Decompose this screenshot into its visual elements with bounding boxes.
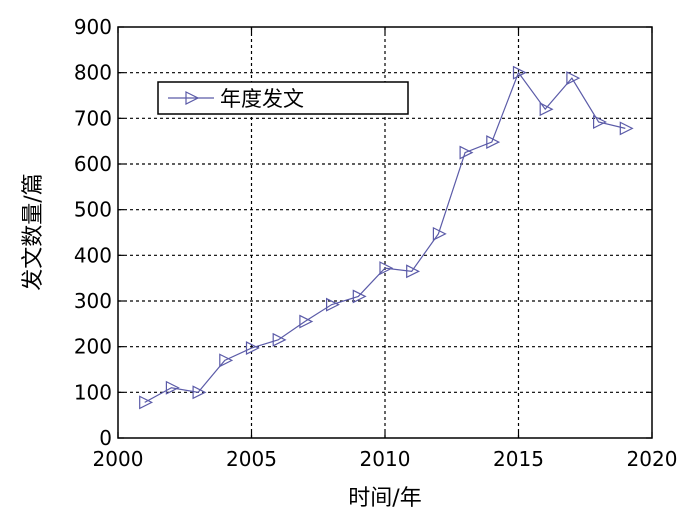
y-tick-label: 400 [74, 243, 112, 267]
data-point-marker [219, 353, 234, 368]
x-tick-label: 2005 [226, 447, 277, 471]
series-layer [139, 65, 634, 410]
data-point-marker [272, 332, 287, 347]
x-tick-labels: 2000 2005 2010 2015 2020 [93, 447, 678, 471]
data-point-marker [486, 135, 501, 150]
data-point-marker [566, 71, 581, 86]
y-axis-title: 发文数量/篇 [21, 173, 46, 290]
y-tick-label: 200 [74, 335, 112, 359]
data-point-marker [512, 65, 527, 80]
data-point-marker [379, 261, 394, 276]
legend: 年度发文 [157, 81, 409, 115]
legend-label: 年度发文 [220, 87, 304, 111]
data-point-marker [245, 341, 260, 356]
y-tick-label: 300 [74, 289, 112, 313]
y-tick-label: 500 [74, 198, 112, 222]
data-point-marker [165, 380, 180, 395]
y-tick-label: 600 [74, 152, 112, 176]
data-point-marker [619, 121, 634, 136]
data-point-marker [352, 289, 367, 304]
data-point-marker [139, 395, 154, 410]
x-tick-label: 2015 [493, 447, 544, 471]
y-tick-label: 800 [74, 61, 112, 85]
x-axis-title: 时间/年 [348, 486, 421, 511]
data-point-marker [299, 314, 314, 329]
legend-marker [185, 91, 200, 105]
data-point-marker [432, 226, 447, 241]
data-point-marker [539, 102, 554, 117]
gridlines [118, 27, 652, 438]
y-tick-label: 700 [74, 106, 112, 130]
y-tick-label: 900 [74, 15, 112, 39]
x-tick-label: 2000 [93, 447, 144, 471]
series-line [144, 71, 626, 403]
data-point-marker [459, 145, 474, 160]
x-tick-label: 2010 [360, 447, 411, 471]
data-point-marker [326, 297, 340, 312]
x-tick-label: 2020 [627, 447, 678, 471]
tick-marks [117, 26, 653, 439]
data-point-marker [406, 264, 421, 279]
data-point-marker [592, 115, 607, 129]
data-point-marker [192, 385, 207, 400]
y-tick-labels: 0 100 200 300 400 500 600 700 800 900 [74, 15, 112, 450]
y-tick-label: 100 [74, 380, 112, 404]
y-tick-label: 0 [99, 426, 112, 450]
